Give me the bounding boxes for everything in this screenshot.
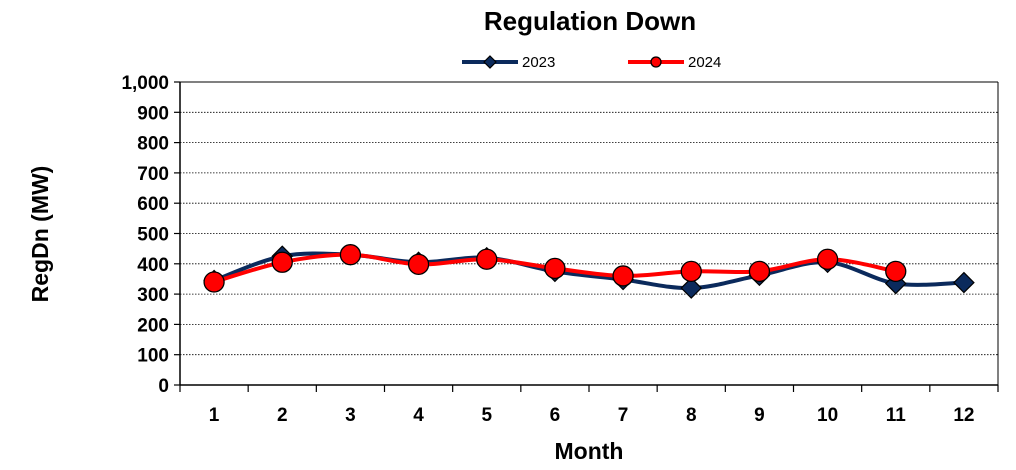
x-tick-label: 4 <box>413 405 424 426</box>
y-axis-ticks: 0 100 200 300 400 500 600 700 800 900 1,000 <box>121 73 169 397</box>
x-tick-label: 1 <box>209 405 220 426</box>
data-point-2024 <box>545 258 565 278</box>
y-tick-label: 500 <box>137 225 169 246</box>
data-point-2024 <box>477 249 497 269</box>
x-tick-label: 8 <box>686 405 697 426</box>
x-axis-label: Month <box>555 438 624 464</box>
x-tick-label: 10 <box>817 405 838 426</box>
y-tick-label: 600 <box>137 194 169 215</box>
legend-item-2024: 2024 <box>628 54 721 71</box>
y-axis-label: RegDn (MW) <box>27 166 53 303</box>
data-point-2024 <box>681 261 701 281</box>
data-point-2024 <box>272 252 292 272</box>
legend-item-2023: 2023 <box>462 54 555 71</box>
data-point-2024 <box>204 272 224 292</box>
legend: 2023 2024 <box>462 54 721 71</box>
data-point-2024 <box>340 245 360 265</box>
y-tick-label: 200 <box>137 315 169 336</box>
y-tick-label: 1,000 <box>121 73 169 94</box>
x-tick-label: 6 <box>550 405 561 426</box>
x-tick-label: 9 <box>754 405 765 426</box>
data-point-2024 <box>886 261 906 281</box>
y-tick-label: 900 <box>137 103 169 124</box>
data-point-2024 <box>409 254 429 274</box>
x-tick-label: 7 <box>618 405 629 426</box>
legend-label: 2023 <box>522 54 555 71</box>
data-point-2024 <box>749 261 769 281</box>
x-tick-label: 2 <box>277 405 288 426</box>
y-tick-label: 700 <box>137 164 169 185</box>
x-tick-label: 11 <box>886 405 907 426</box>
chart-title: Regulation Down <box>484 6 696 36</box>
data-point-2024 <box>613 266 633 286</box>
y-tick-label: 400 <box>137 255 169 276</box>
x-tick-label: 12 <box>953 405 974 426</box>
data-point-2024 <box>818 249 838 269</box>
x-tick-label: 5 <box>481 405 492 426</box>
x-axis-ticks: 1 2 3 4 5 6 7 8 9 10 11 12 <box>209 405 975 426</box>
legend-marker <box>484 56 496 68</box>
y-tick-label: 100 <box>137 346 169 367</box>
x-tick-label: 3 <box>345 405 356 426</box>
legend-marker <box>651 57 661 67</box>
y-tick-label: 800 <box>137 134 169 155</box>
y-tick-label: 300 <box>137 285 169 306</box>
legend-label: 2024 <box>688 54 721 71</box>
y-tick-label: 0 <box>158 376 169 397</box>
